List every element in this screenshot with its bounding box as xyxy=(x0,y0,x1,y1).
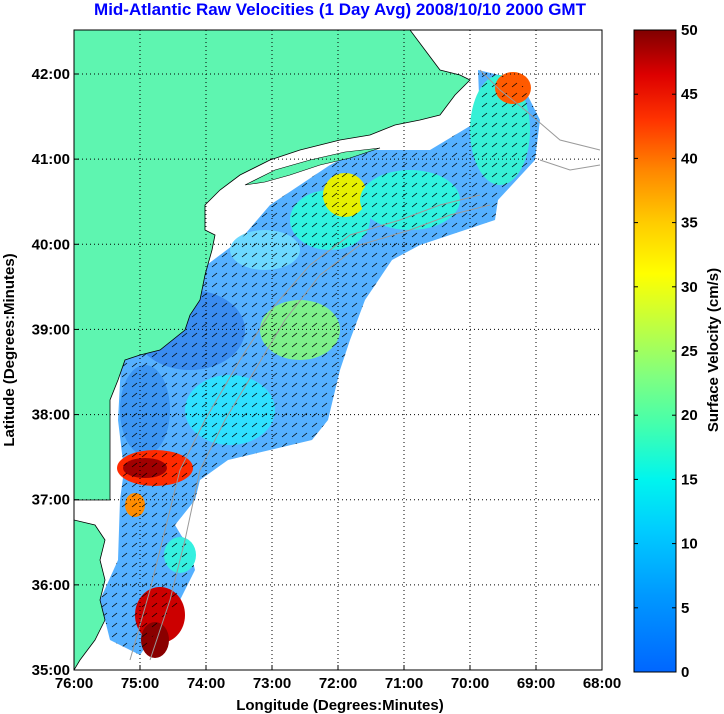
y-tick-label: 35:00 xyxy=(32,662,70,679)
x-tick-label: 75:00 xyxy=(121,675,159,692)
y-tick-label: 39:00 xyxy=(32,321,70,338)
long-island xyxy=(244,147,381,186)
velocity-arrows xyxy=(100,70,540,655)
bathymetry-contours xyxy=(129,69,601,661)
colorbar-label: Surface Velocity (cm/s) xyxy=(705,268,722,432)
x-tick-label: 76:00 xyxy=(55,675,93,692)
y-tick-label: 37:00 xyxy=(32,492,70,509)
colorbar-tick-label: 25 xyxy=(681,343,698,360)
velocity-field xyxy=(100,70,540,658)
colorbar-tick-label: 30 xyxy=(681,279,698,296)
x-tick-label: 74:00 xyxy=(187,675,225,692)
x-tick-label: 72:00 xyxy=(319,675,357,692)
colorbar-tick-label: 10 xyxy=(681,536,698,553)
x-tick-label: 70:00 xyxy=(451,675,489,692)
x-tick-label: 69:00 xyxy=(517,675,555,692)
land xyxy=(74,30,471,670)
colorbar xyxy=(633,29,677,673)
y-tick-label: 40:00 xyxy=(32,236,70,253)
y-tick-label: 41:00 xyxy=(32,151,70,168)
contour-4 xyxy=(539,159,601,171)
colorbar-tick-label: 5 xyxy=(681,600,689,617)
colorbar-tick-label: 45 xyxy=(681,86,698,103)
land-north xyxy=(74,30,471,501)
y-tick-label: 36:00 xyxy=(32,577,70,594)
colorbar-tick-label: 15 xyxy=(681,471,698,488)
x-tick-label: 73:00 xyxy=(253,675,291,692)
colorbar-tick-label: 0 xyxy=(681,664,689,681)
x-tick-label: 71:00 xyxy=(385,675,423,692)
contour-2 xyxy=(129,194,481,661)
colorbar-tick-label: 40 xyxy=(681,150,698,167)
colorbar-tick-label: 50 xyxy=(681,22,698,39)
grid-lines xyxy=(74,30,602,670)
colorbar-tick-label: 35 xyxy=(681,215,698,232)
x-axis-label: Longitude (Degrees:Minutes) xyxy=(236,697,444,714)
map-title: Mid-Atlantic Raw Velocities (1 Day Avg) … xyxy=(94,0,586,19)
y-tick-label: 42:00 xyxy=(32,66,70,83)
contour-1 xyxy=(149,204,491,661)
x-tick-label: 68:00 xyxy=(583,675,621,692)
colorbar-tick-label: 20 xyxy=(681,407,698,424)
land-south xyxy=(74,519,106,670)
contour-3 xyxy=(479,69,601,151)
y-axis-label: Latitude (Degrees:Minutes) xyxy=(1,253,18,446)
y-tick-label: 38:00 xyxy=(32,407,70,424)
